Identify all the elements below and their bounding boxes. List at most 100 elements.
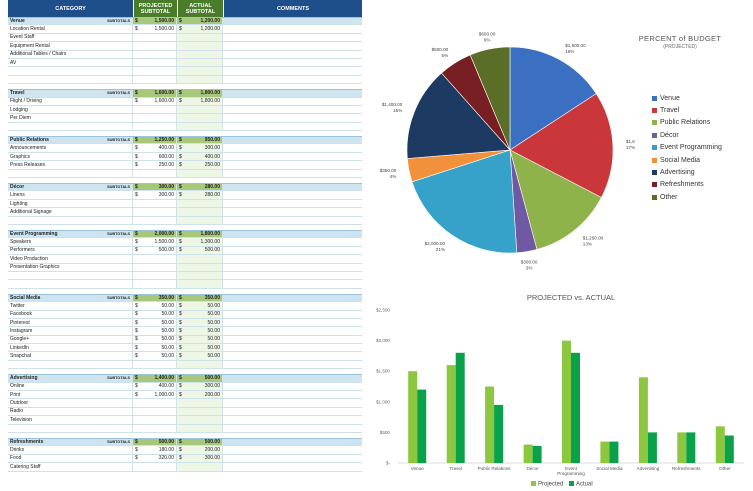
comment-cell[interactable] <box>223 51 362 58</box>
line-item-projected-cell[interactable]: $320.00 <box>133 454 177 463</box>
line-item-actual-cell[interactable]: $50.00 <box>177 318 223 327</box>
line-item-actual-cell[interactable]: $500.00 <box>177 246 223 255</box>
legend-item[interactable]: Other <box>652 191 722 203</box>
line-item-projected-cell[interactable] <box>133 50 177 58</box>
line-item-actual-cell[interactable] <box>177 42 223 50</box>
line-item-name-cell[interactable]: Print <box>8 391 133 399</box>
section-projected-cell[interactable]: $350.00 <box>133 294 177 302</box>
comment-cell[interactable] <box>223 336 362 343</box>
line-item-name-cell[interactable]: Outdoor <box>8 399 133 407</box>
bar-projected[interactable] <box>600 441 610 463</box>
bar-projected[interactable] <box>446 365 456 463</box>
line-item-actual-cell[interactable] <box>177 58 223 67</box>
comment-cell[interactable] <box>223 59 362 66</box>
blank-cell[interactable] <box>133 280 177 288</box>
line-item-name-cell[interactable]: Graphics <box>8 152 133 161</box>
comment-cell[interactable] <box>223 255 362 262</box>
line-item-actual-cell[interactable]: $280.00 <box>177 191 223 199</box>
comment-cell[interactable] <box>223 114 362 121</box>
section-projected-cell[interactable]: $1,250.00 <box>133 137 177 144</box>
line-item-projected-cell[interactable]: $50.00 <box>133 318 177 327</box>
blank-cell[interactable] <box>133 169 177 178</box>
line-item-projected-cell[interactable] <box>133 407 177 416</box>
line-item-name-cell[interactable]: Location Rental <box>8 25 133 33</box>
blank-cell[interactable] <box>8 271 133 280</box>
line-item-projected-cell[interactable]: $50.00 <box>133 335 177 344</box>
comment-cell[interactable] <box>223 463 362 470</box>
line-item-projected-cell[interactable]: $400.00 <box>133 144 177 152</box>
comment-cell[interactable] <box>223 42 362 49</box>
line-item-actual-cell[interactable]: $250.00 <box>177 161 223 169</box>
section-projected-cell[interactable]: $1,500.00 <box>133 18 177 25</box>
line-item-name-cell[interactable]: Drinks <box>8 446 133 454</box>
line-item-name-cell[interactable]: Presentation Graphics <box>8 263 133 271</box>
blank-cell[interactable] <box>223 76 362 83</box>
legend-item[interactable]: Social Media <box>652 154 722 166</box>
comment-cell[interactable] <box>223 264 362 271</box>
blank-cell[interactable] <box>8 360 133 369</box>
line-item-projected-cell[interactable]: $250.00 <box>133 161 177 169</box>
comment-cell[interactable] <box>223 399 362 406</box>
line-item-actual-cell[interactable] <box>177 33 223 42</box>
line-item-name-cell[interactable]: Lodging <box>8 105 133 114</box>
line-item-actual-cell[interactable] <box>177 255 223 263</box>
comment-cell[interactable] <box>223 25 362 32</box>
pie-slice[interactable] <box>411 149 518 254</box>
blank-cell[interactable] <box>177 169 223 178</box>
comment-cell[interactable] <box>223 34 362 41</box>
bar-projected[interactable] <box>485 386 495 464</box>
bar-actual[interactable] <box>532 445 542 463</box>
line-item-name-cell[interactable]: Additional Tables / Chairs <box>8 50 133 58</box>
line-item-actual-cell[interactable]: $50.00 <box>177 344 223 352</box>
section-name-cell[interactable]: Venue SUBTOTALS <box>8 18 133 25</box>
comment-cell[interactable] <box>223 247 362 254</box>
comment-cell[interactable] <box>223 344 362 351</box>
blank-cell[interactable] <box>133 122 177 131</box>
line-item-actual-cell[interactable]: $300.00 <box>177 454 223 463</box>
section-name-cell[interactable]: Advertising SUBTOTALS <box>8 375 133 382</box>
line-item-actual-cell[interactable]: $50.00 <box>177 352 223 360</box>
bar-actual[interactable] <box>609 441 619 463</box>
line-item-name-cell[interactable]: Pinterest <box>8 318 133 327</box>
line-item-actual-cell[interactable]: $300.00 <box>177 144 223 152</box>
line-item-actual-cell[interactable] <box>177 50 223 58</box>
section-projected-cell[interactable]: $1,400.00 <box>133 375 177 382</box>
line-item-projected-cell[interactable]: $50.00 <box>133 302 177 310</box>
line-item-projected-cell[interactable] <box>133 105 177 114</box>
line-item-projected-cell[interactable] <box>133 263 177 271</box>
pie-slice[interactable] <box>509 149 602 250</box>
line-item-projected-cell[interactable]: $500.00 <box>133 246 177 255</box>
comment-cell[interactable] <box>223 295 362 301</box>
line-item-name-cell[interactable]: Speakers <box>8 238 133 246</box>
blank-cell[interactable] <box>223 217 362 224</box>
blank-cell[interactable] <box>8 216 133 224</box>
line-item-name-cell[interactable]: Google+ <box>8 335 133 344</box>
comment-cell[interactable] <box>223 184 362 190</box>
comment-cell[interactable] <box>223 311 362 318</box>
blank-cell[interactable] <box>223 67 362 74</box>
comment-cell[interactable] <box>223 446 362 453</box>
line-item-name-cell[interactable]: Equipment Rental <box>8 42 133 50</box>
comment-cell[interactable] <box>223 153 362 160</box>
bar-projected[interactable] <box>677 432 687 463</box>
line-item-projected-cell[interactable]: $50.00 <box>133 352 177 360</box>
line-item-name-cell[interactable]: Per Diem <box>8 114 133 122</box>
line-item-name-cell[interactable]: Twitter <box>8 302 133 310</box>
bar-projected[interactable] <box>715 426 725 463</box>
line-item-projected-cell[interactable] <box>133 416 177 424</box>
line-item-name-cell[interactable]: Linens <box>8 191 133 199</box>
comment-cell[interactable] <box>223 161 362 168</box>
line-item-actual-cell[interactable] <box>177 199 223 208</box>
line-item-name-cell[interactable]: Radio <box>8 407 133 416</box>
line-item-actual-cell[interactable]: $1,200.00 <box>177 25 223 33</box>
line-item-projected-cell[interactable]: $400.00 <box>133 382 177 391</box>
blank-cell[interactable] <box>177 67 223 75</box>
line-item-name-cell[interactable]: LinkedIn <box>8 344 133 352</box>
comment-cell[interactable] <box>223 200 362 207</box>
line-item-projected-cell[interactable] <box>133 255 177 263</box>
comment-cell[interactable] <box>223 231 362 237</box>
line-item-projected-cell[interactable] <box>133 42 177 50</box>
line-item-actual-cell[interactable] <box>177 105 223 114</box>
line-item-projected-cell[interactable]: $1,500.00 <box>133 25 177 33</box>
line-item-projected-cell[interactable]: $50.00 <box>133 344 177 352</box>
